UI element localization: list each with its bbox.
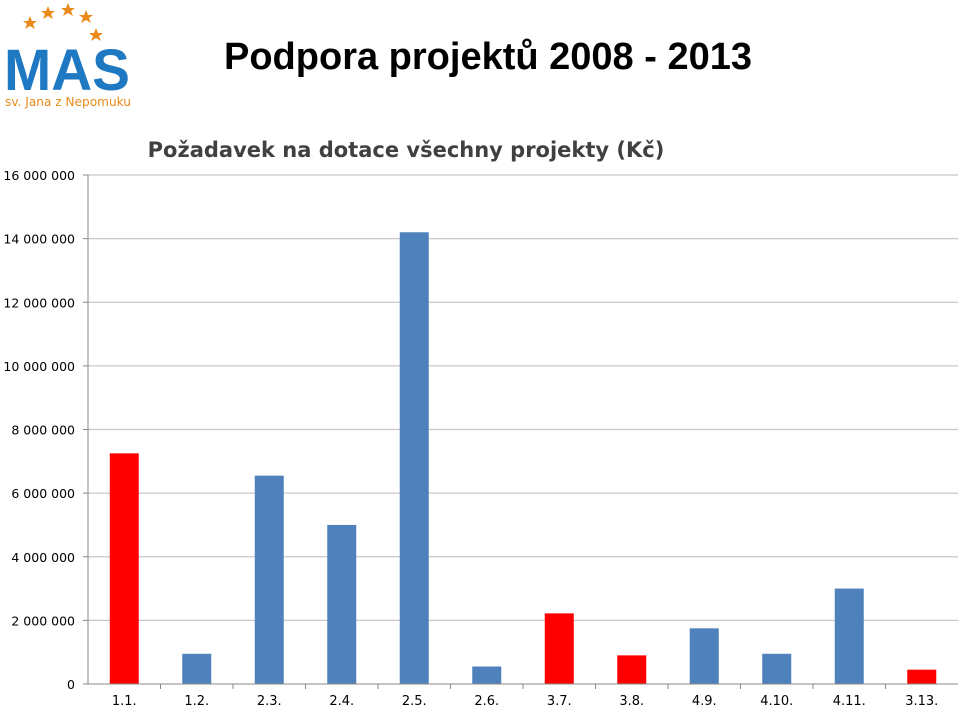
y-tick-label: 6 000 000: [11, 486, 75, 501]
logo-stars: [23, 3, 103, 41]
x-tick-label: 1.2.: [184, 694, 209, 707]
bar-2-3: [254, 475, 284, 684]
bar-1-1: [109, 453, 139, 684]
x-tick-label: 2.6.: [474, 694, 499, 707]
y-tick-label: 16 000 000: [3, 168, 75, 183]
x-tick-label: 3.8.: [619, 694, 644, 707]
gridlines: [88, 174, 958, 621]
y-tick-label: 8 000 000: [11, 423, 75, 438]
star-icon: [23, 16, 37, 29]
y-tick-label: 2 000 000: [11, 613, 75, 628]
star-icon: [79, 10, 93, 23]
bar-4-11: [834, 588, 864, 684]
star-icon: [41, 6, 55, 19]
bar-4-9: [689, 628, 719, 684]
bar-4-10: [762, 653, 792, 684]
logo-subtitle: sv. Jana z Nepomuku: [5, 94, 131, 109]
slide-title: Podpora projektů 2008 - 2013: [224, 36, 752, 78]
y-tick-label: 14 000 000: [3, 232, 75, 247]
y-axis-tick-labels: 0 2 000 000 4 000 000 6 000 000 8 000 000 10 …: [3, 168, 75, 692]
bar-2-6: [472, 666, 502, 684]
y-tick-label: 12 000 000: [3, 295, 75, 310]
x-tick-label: 4.11.: [833, 694, 866, 707]
x-tick-label: 1.1.: [112, 694, 137, 707]
bar-2-5: [399, 232, 429, 684]
x-tick-label: 2.5.: [402, 694, 427, 707]
bar-3-8: [617, 655, 647, 684]
y-tick-label: 0: [67, 677, 75, 692]
star-icon: [89, 28, 103, 41]
bars: [109, 232, 937, 684]
bar-2-4: [327, 524, 357, 684]
star-icon: [61, 3, 75, 16]
x-axis-tick-labels: 1.1. 1.2. 2.3. 2.4. 2.5. 2.6. 3.7. 3.8. 4.9. 4.10…: [112, 684, 938, 707]
x-tick-label: 4.10.: [760, 694, 793, 707]
mas-logo: MAS sv. Jana z Nepomuku: [4, 3, 131, 109]
x-tick-label: 2.4.: [329, 694, 354, 707]
x-tick-label: 2.3.: [257, 694, 282, 707]
bar-1-2: [182, 653, 212, 684]
y-tick-label: 4 000 000: [11, 550, 75, 565]
bar-3-13: [907, 669, 937, 684]
logo-text: MAS: [4, 38, 130, 103]
axes: [83, 174, 958, 685]
x-tick-label: 3.13.: [905, 694, 938, 707]
bar-chart: Požadavek na dotace všechny projekty (Kč…: [3, 138, 958, 707]
chart-title: Požadavek na dotace všechny projekty (Kč…: [148, 138, 665, 162]
bar-3-7: [544, 613, 574, 684]
y-tick-label: 10 000 000: [3, 359, 75, 374]
x-tick-label: 4.9.: [692, 694, 717, 707]
x-tick-label: 3.7.: [547, 694, 572, 707]
